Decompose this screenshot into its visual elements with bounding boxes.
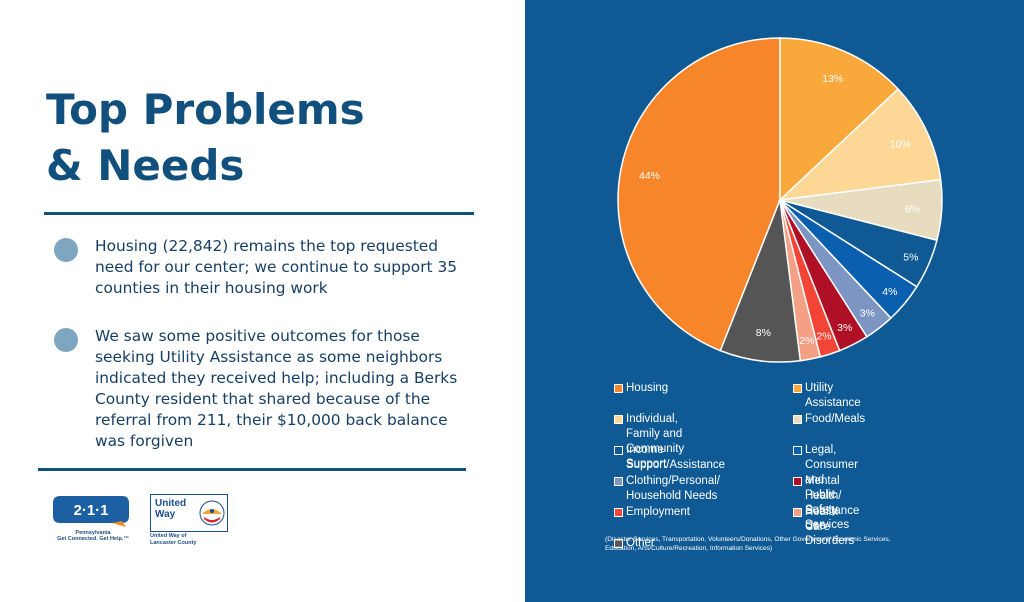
legend-label: Clothing/Personal/ Household Needs — [626, 475, 720, 502]
pie-slice-0 — [617, 37, 781, 352]
legend-swatch — [793, 508, 802, 517]
bullet-dot-icon — [54, 238, 78, 262]
legend-swatch — [793, 477, 802, 486]
pie-slice-label-4: 5% — [903, 252, 918, 264]
pie-slice-label-1: 13% — [822, 73, 843, 85]
legend-label: Other — [626, 537, 655, 549]
legend-label: Food/Meals — [805, 413, 866, 425]
bullet-text: Housing (22,842) remains the top request… — [95, 237, 458, 297]
legend-label: Individual, Family and Community Support — [626, 413, 685, 470]
chart-panel: 44% 13% 10% 6% 5% 4% 3% 3% 2% 2% 8% Housing Utility… — [525, 0, 1024, 602]
legend-label: Employment — [626, 506, 690, 518]
pie-slice-label-2: 10% — [890, 138, 911, 150]
legend-label: Legal, Consumer and Public Safety Servic… — [805, 444, 859, 531]
page-title: Top Problems & Needs — [46, 85, 365, 190]
pie-slice-label-7: 3% — [837, 322, 852, 334]
legend-swatch — [793, 384, 802, 393]
legend-swatch — [793, 446, 802, 455]
bullet-text: We saw some positive outcomes for those … — [95, 327, 458, 450]
legend-swatch — [614, 539, 623, 548]
legend-swatch — [614, 508, 623, 517]
pie-slice-label-6: 3% — [860, 308, 875, 320]
legend-label: Mental Health/ Substance Use Disorders — [805, 475, 860, 547]
other-note: (Disaster Services, Transportation, Volu… — [605, 536, 891, 552]
chart-legend: Housing Utility Assistance Individual, Fam… — [525, 0, 1024, 602]
pie-chart: 44% 13% 10% 6% 5% 4% 3% 3% 2%2% 8% — [617, 37, 943, 363]
pie-slice-label-3: 6% — [905, 203, 920, 215]
text-panel: Top Problems & Needs Housing (22,842) re… — [38, 85, 474, 546]
legend-swatch — [614, 384, 623, 393]
pie-slice-label-5: 4% — [882, 286, 897, 298]
logo-211-mark: 2·1·1 — [73, 502, 108, 519]
bullet-dot-icon — [54, 328, 78, 352]
legend-label: Utility Assistance — [805, 382, 861, 409]
legend-label: Housing — [626, 382, 669, 394]
pie-slice-label-0: 44% — [639, 170, 660, 182]
legend-swatch — [614, 477, 623, 486]
pie-slice-2 — [777, 88, 942, 202]
pie-slice-label-9: 2% — [799, 335, 814, 347]
legend-label: Income Support/Assistance — [626, 444, 726, 471]
logo-211-icon: 2·1·1 — [53, 496, 129, 527]
pie-slice-1 — [779, 37, 900, 202]
bottom-divider — [38, 468, 466, 471]
logo-211-caption: Pennsylvania Get Connected. Get Help.™ — [57, 530, 129, 542]
legend-swatch — [614, 415, 623, 424]
title-divider — [44, 212, 474, 215]
legend-swatch — [614, 446, 623, 455]
logo-united-way-caption: United Way of Lancaster County — [150, 533, 197, 546]
legend-swatch — [793, 415, 802, 424]
pie-slice-label-10: 8% — [756, 327, 771, 339]
legend-label: Health Care — [805, 506, 839, 533]
pie-slice-10 — [719, 199, 802, 363]
logo-united-way-icon: United Way — [150, 494, 228, 532]
pie-slice-label-8: 2% — [816, 331, 831, 343]
